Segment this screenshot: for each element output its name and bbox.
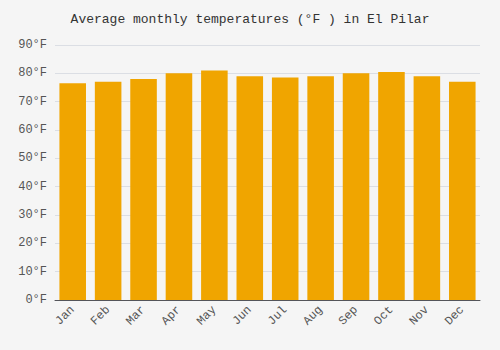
svg-text:80°F: 80°F: [18, 66, 47, 80]
svg-text:Feb: Feb: [88, 303, 113, 328]
svg-text:30°F: 30°F: [18, 208, 47, 222]
svg-text:90°F: 90°F: [18, 38, 47, 52]
svg-text:40°F: 40°F: [18, 180, 47, 194]
svg-text:Aug: Aug: [300, 303, 325, 328]
svg-text:Jul: Jul: [265, 303, 290, 328]
svg-text:50°F: 50°F: [18, 151, 47, 165]
svg-text:Average monthly temperatures (: Average monthly temperatures (°F ) in El…: [71, 12, 430, 27]
svg-text:Oct: Oct: [371, 303, 396, 328]
svg-text:Jun: Jun: [230, 303, 255, 328]
svg-text:Dec: Dec: [442, 303, 467, 328]
svg-text:Nov: Nov: [407, 303, 432, 328]
svg-text:May: May: [194, 303, 219, 328]
svg-text:Apr: Apr: [159, 303, 184, 328]
svg-text:60°F: 60°F: [18, 123, 47, 137]
svg-text:Jan: Jan: [53, 303, 78, 328]
svg-text:10°F: 10°F: [18, 265, 47, 279]
svg-text:0°F: 0°F: [25, 293, 47, 307]
svg-text:20°F: 20°F: [18, 236, 47, 250]
svg-text:Sep: Sep: [336, 303, 361, 328]
svg-text:Mar: Mar: [123, 303, 148, 328]
svg-text:70°F: 70°F: [18, 95, 47, 109]
